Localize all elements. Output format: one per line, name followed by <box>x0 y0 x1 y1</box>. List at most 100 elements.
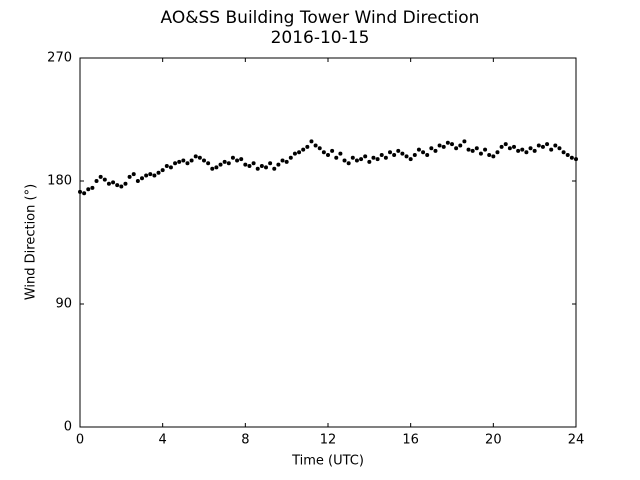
data-point <box>334 155 339 160</box>
data-point <box>520 147 525 152</box>
x-tick-label: 0 <box>76 433 84 448</box>
data-point <box>516 148 521 153</box>
data-point <box>235 158 240 163</box>
data-point <box>284 159 289 164</box>
y-tick-label: 270 <box>47 51 72 66</box>
y-tick-label: 0 <box>64 420 72 435</box>
data-point <box>404 154 409 159</box>
data-point <box>317 146 322 151</box>
plot-frame <box>79 57 577 428</box>
data-point <box>379 153 384 158</box>
data-point <box>222 159 227 164</box>
data-point <box>247 163 252 168</box>
data-point <box>470 148 475 153</box>
data-point <box>478 151 483 156</box>
data-point <box>78 189 82 194</box>
data-point <box>429 146 434 151</box>
data-point <box>156 170 161 175</box>
data-point <box>102 177 107 182</box>
data-point <box>288 155 293 160</box>
data-point <box>292 151 297 156</box>
data-point <box>445 140 450 145</box>
data-point <box>268 161 273 166</box>
data-point <box>350 155 355 160</box>
data-point <box>441 144 446 149</box>
data-point <box>408 157 413 162</box>
data-point <box>342 158 347 163</box>
y-axis-label: Wind Direction (°) <box>24 184 39 300</box>
data-point <box>173 161 178 166</box>
data-point <box>528 146 533 151</box>
data-point <box>565 153 570 158</box>
x-tick-label: 8 <box>241 433 249 448</box>
data-point <box>160 168 165 173</box>
data-point <box>280 158 285 163</box>
y-tick-label: 180 <box>47 174 72 189</box>
data-point <box>193 154 198 159</box>
data-point <box>474 146 479 151</box>
x-tick-label: 16 <box>402 433 419 448</box>
data-point <box>483 147 488 152</box>
data-point <box>297 150 302 155</box>
data-point <box>375 157 380 162</box>
data-point <box>524 150 529 155</box>
data-point <box>90 185 95 190</box>
data-point <box>276 162 281 167</box>
data-point <box>82 191 87 196</box>
data-point <box>536 143 541 148</box>
x-tick-label: 20 <box>485 433 502 448</box>
data-point <box>135 179 140 183</box>
data-point <box>202 158 206 163</box>
data-point <box>259 163 264 168</box>
data-point <box>383 155 388 160</box>
x-axis-label: Time (UTC) <box>291 454 364 469</box>
data-point <box>189 158 194 163</box>
x-tick-label: 24 <box>568 433 585 448</box>
data-point <box>462 139 467 144</box>
data-point <box>549 147 554 152</box>
data-point <box>214 165 219 170</box>
data-point <box>574 157 578 162</box>
data-point <box>111 180 116 185</box>
data-point <box>392 153 397 158</box>
chart-subtitle: 2016-10-15 <box>271 28 370 48</box>
data-point <box>148 172 153 177</box>
data-point <box>185 161 190 166</box>
data-point <box>309 139 314 144</box>
data-point <box>239 157 244 162</box>
data-point <box>152 173 157 178</box>
data-point <box>330 148 335 153</box>
data-point <box>98 174 103 179</box>
data-point <box>226 161 231 166</box>
data-point <box>131 172 136 177</box>
data-point <box>454 146 459 151</box>
chart-title: AO&SS Building Tower Wind Direction <box>161 8 480 28</box>
data-point <box>230 155 235 160</box>
data-point <box>359 157 364 162</box>
data-point <box>499 144 504 149</box>
data-point <box>86 187 91 192</box>
data-point <box>115 183 120 188</box>
data-point <box>507 146 512 151</box>
data-point <box>218 162 223 167</box>
data-point <box>412 153 417 158</box>
data-point <box>326 153 330 158</box>
data-point <box>450 142 454 147</box>
data-point <box>197 155 202 160</box>
data-point <box>437 143 442 148</box>
data-point <box>94 179 99 183</box>
data-point <box>305 144 310 149</box>
data-point <box>495 150 500 155</box>
x-tick-label: 12 <box>320 433 337 448</box>
data-point <box>338 151 343 156</box>
data-point <box>503 142 508 147</box>
data-point <box>569 155 574 160</box>
data-point <box>458 143 463 148</box>
data-point <box>367 159 372 164</box>
data-point <box>177 159 182 164</box>
data-point <box>433 148 438 153</box>
data-point <box>144 173 149 178</box>
data-point <box>264 165 268 170</box>
data-point <box>421 150 426 155</box>
data-point <box>119 184 124 189</box>
